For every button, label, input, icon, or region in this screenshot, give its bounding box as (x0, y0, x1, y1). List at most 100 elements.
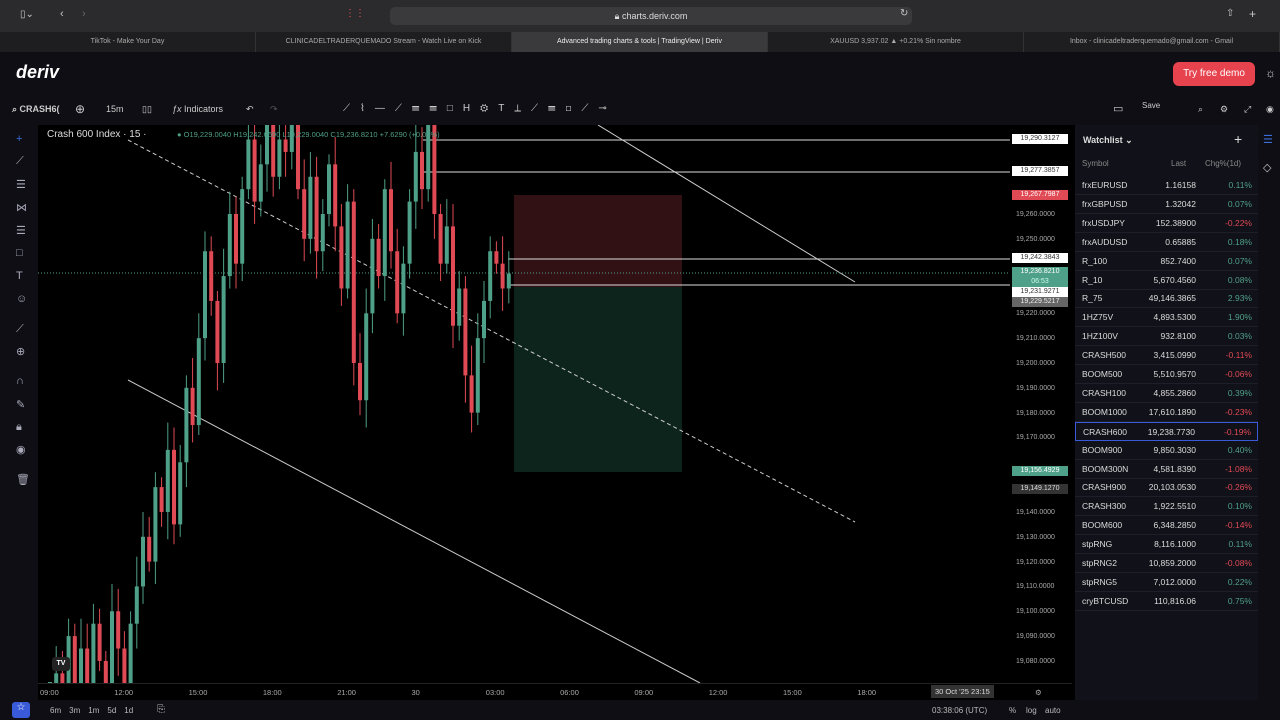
log-toggle[interactable]: log (1026, 706, 1037, 715)
column-last[interactable]: Last (1171, 159, 1187, 168)
price-tag[interactable]: 19,156.4929 (1012, 466, 1068, 476)
candle[interactable] (382, 189, 387, 277)
range-button-5d[interactable]: 5d (107, 706, 117, 715)
candle[interactable] (475, 338, 480, 413)
price-tag[interactable]: 19,277.3857 (1012, 165, 1068, 176)
watchlist-row[interactable]: BOOM600 6,348.2850 -0.14% (1075, 516, 1258, 536)
magnet-icon[interactable]: ∩ (16, 375, 24, 387)
candle[interactable] (277, 139, 282, 177)
trendline[interactable] (597, 125, 856, 283)
watchlist-row[interactable]: BOOM900 9,850.3030 0.40% (1075, 441, 1258, 460)
price-tag[interactable]: 19,242.3843 (1012, 252, 1068, 263)
candle[interactable] (407, 201, 412, 264)
candle[interactable] (165, 449, 170, 512)
add-symbol-icon[interactable]: + (1234, 131, 1243, 147)
lock-icon[interactable]: 🔒︎ (16, 421, 22, 433)
candle[interactable] (333, 164, 338, 227)
candle[interactable] (271, 125, 276, 177)
fullscreen-icon[interactable]: ⤢ (1244, 104, 1252, 114)
candle[interactable] (351, 201, 356, 363)
candle[interactable] (432, 125, 437, 214)
price-tag[interactable]: 19,290.3127 (1012, 133, 1068, 144)
candle[interactable] (438, 214, 443, 264)
candle[interactable] (327, 164, 331, 214)
watchlist-row[interactable]: 1HZ100V 932.8100 0.03% (1075, 327, 1258, 347)
drawing-tools[interactable]: ⟋⌇—⟋☰☰□H⚙T⊥⟋☰◻⟋⊸ (343, 103, 617, 114)
deriv-logo[interactable]: deriv (16, 62, 60, 82)
price-tag[interactable]: 19,236.8210 (1012, 266, 1068, 277)
candle[interactable] (141, 536, 145, 587)
column-symbol[interactable]: Symbol (1082, 159, 1109, 168)
candle[interactable] (103, 660, 108, 683)
reload-icon[interactable]: ↻ (900, 8, 909, 19)
watchlist-row[interactable]: BOOM500 5,510.9570 -0.06% (1075, 365, 1258, 384)
candle[interactable] (116, 611, 121, 649)
extensions-icon[interactable]: ⋮⋮ (345, 8, 365, 19)
watchlist-row[interactable]: frxEURUSD 1.16158 0.11% (1075, 176, 1258, 195)
candle[interactable] (345, 201, 350, 289)
candle[interactable] (184, 387, 189, 463)
dashed-trendline[interactable] (127, 139, 856, 523)
try-free-demo-button[interactable]: Try free demo (1173, 62, 1255, 86)
compare-add-icon[interactable]: ⊕ (75, 102, 86, 116)
candle[interactable] (302, 189, 307, 239)
range-button-1m[interactable]: 1m (88, 706, 100, 715)
browser-tab[interactable]: TikTok - Make Your Day (0, 32, 256, 52)
candle[interactable] (401, 263, 406, 314)
candle[interactable] (258, 164, 263, 202)
candle[interactable] (110, 611, 114, 683)
candle[interactable] (296, 125, 300, 190)
candle[interactable] (500, 263, 505, 289)
candle[interactable] (122, 648, 127, 683)
fib-icon[interactable]: ☰ (16, 179, 26, 191)
candle[interactable] (227, 214, 232, 277)
layers-icon[interactable]: ◇ (1263, 162, 1272, 174)
candle[interactable] (320, 214, 325, 252)
watchlist-row[interactable]: 1HZ75V 4,893.5300 1.90% (1075, 308, 1258, 328)
candle[interactable] (420, 151, 424, 190)
share-icon[interactable]: ⇧ (1226, 8, 1235, 19)
candle[interactable] (358, 362, 362, 401)
candle[interactable] (147, 536, 152, 562)
trendline-icon[interactable]: ⟋ (16, 155, 24, 167)
price-tag[interactable]: 19,229.5217 (1012, 296, 1068, 307)
candle[interactable] (178, 462, 183, 525)
candle[interactable] (463, 288, 468, 376)
interval-select[interactable]: 15m (106, 104, 124, 114)
theme-icon[interactable]: ☼ (1265, 66, 1276, 80)
browser-tab[interactable]: Inbox - clinicadeltraderquemado@gmail.co… (1024, 32, 1280, 52)
candle[interactable] (395, 251, 400, 314)
candle[interactable] (221, 276, 226, 363)
candle[interactable] (482, 300, 486, 339)
candle[interactable] (79, 648, 83, 683)
candle[interactable] (506, 273, 511, 289)
candle[interactable] (469, 375, 474, 413)
candle[interactable] (91, 623, 96, 683)
watchlist-title[interactable]: Watchlist ⌄ (1083, 135, 1133, 145)
watchlist-row[interactable]: stpRNG 8,116.1000 0.11% (1075, 535, 1258, 555)
candle[interactable] (370, 238, 375, 314)
watchlist-row[interactable]: R_10 5,670.4560 0.08% (1075, 271, 1258, 290)
trendline[interactable] (127, 379, 701, 683)
candle[interactable] (451, 226, 455, 326)
candle[interactable] (339, 226, 344, 289)
percent-toggle[interactable]: % (1009, 706, 1017, 715)
watchlist-row[interactable]: frxUSDJPY 152.38900 -0.22% (1075, 214, 1258, 233)
position-target-zone[interactable] (514, 287, 682, 472)
rectangle-icon[interactable]: □ (16, 247, 23, 259)
watchlist-row[interactable]: CRASH900 20,103.0530 -0.26% (1075, 478, 1258, 498)
candle[interactable] (457, 288, 462, 326)
candle[interactable] (72, 636, 77, 683)
candle[interactable] (426, 125, 431, 190)
candle[interactable] (488, 251, 493, 301)
candle[interactable] (128, 623, 133, 683)
price-tag[interactable]: 19,231.9271 (1012, 286, 1068, 297)
price-tag[interactable]: 19,267.7987 (1012, 189, 1068, 200)
time-axis[interactable]: 09:00 12:00 15:00 18:00 21:00 30 03:00 06:00 09:… (38, 683, 1072, 700)
candle[interactable] (159, 487, 164, 512)
pencil-icon[interactable]: ✎ (16, 399, 26, 411)
tradingview-logo[interactable]: TV (52, 657, 70, 671)
text-icon[interactable]: T (16, 270, 23, 282)
back-icon[interactable]: ‹ (60, 8, 64, 20)
watchlist-icon[interactable]: ☰ (1263, 134, 1273, 146)
